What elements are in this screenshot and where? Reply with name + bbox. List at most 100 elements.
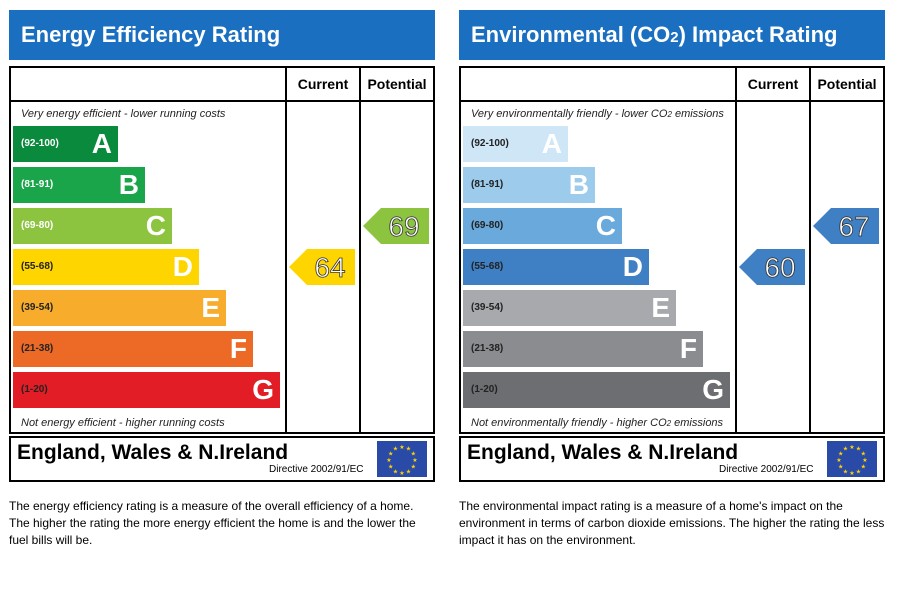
rating-band-f: (21-38) F bbox=[13, 331, 253, 367]
svg-text:★: ★ bbox=[843, 446, 848, 453]
potential-column-header: Potential bbox=[367, 76, 427, 92]
energy-footer: England, Wales & N.Ireland Directive 200… bbox=[9, 436, 435, 482]
column-divider bbox=[809, 68, 811, 432]
svg-text:★: ★ bbox=[843, 468, 848, 475]
band-letter: E bbox=[201, 292, 220, 323]
svg-text:★: ★ bbox=[393, 468, 398, 475]
rating-band-c: (69-80) C bbox=[13, 208, 172, 244]
current-column-header: Current bbox=[297, 76, 349, 92]
rating-arrow-shape bbox=[289, 249, 355, 285]
band-range: (39-54) bbox=[471, 302, 504, 313]
header-divider bbox=[11, 100, 433, 102]
band-letter: C bbox=[145, 210, 166, 241]
rating-band-d: (55-68) D bbox=[13, 249, 199, 285]
svg-text:★: ★ bbox=[836, 457, 841, 464]
band-letter: B bbox=[118, 169, 139, 200]
band-range: (39-54) bbox=[21, 302, 54, 313]
svg-text:★: ★ bbox=[406, 468, 411, 475]
band-range: (1-20) bbox=[21, 384, 48, 395]
svg-text:★: ★ bbox=[399, 444, 404, 451]
band-range: (1-20) bbox=[471, 384, 498, 395]
band-letter: A bbox=[541, 128, 562, 159]
svg-text:★: ★ bbox=[861, 464, 866, 471]
band-range: (55-68) bbox=[471, 261, 504, 272]
rating-value: 60 bbox=[764, 252, 795, 283]
svg-text:★: ★ bbox=[388, 451, 393, 458]
svg-text:★: ★ bbox=[849, 444, 854, 451]
svg-text:★: ★ bbox=[838, 451, 843, 458]
rating-band-f: (21-38) F bbox=[463, 331, 703, 367]
rating-arrow-shape bbox=[739, 249, 805, 285]
environmental-impact-panel: Environmental (CO2) Impact Rating Curren… bbox=[459, 10, 885, 550]
band-range: (21-38) bbox=[471, 343, 504, 354]
svg-text:★: ★ bbox=[406, 446, 411, 453]
rating-band-a: (92-100) A bbox=[13, 126, 118, 162]
co2-footer: England, Wales & N.Ireland Directive 200… bbox=[459, 436, 885, 482]
energy-description: The energy efficiency rating is a measur… bbox=[9, 499, 416, 547]
svg-text:★: ★ bbox=[862, 457, 867, 464]
band-range: (69-80) bbox=[21, 220, 54, 231]
rating-band-d: (55-68) D bbox=[463, 249, 649, 285]
svg-text:★: ★ bbox=[393, 446, 398, 453]
co2-current-marker: 60 bbox=[739, 249, 805, 285]
rating-band-g: (1-20) G bbox=[463, 372, 730, 408]
svg-text:★: ★ bbox=[849, 470, 854, 477]
rating-value: 67 bbox=[838, 211, 869, 242]
co2-potential-marker: 67 bbox=[813, 208, 879, 244]
current-column-header: Current bbox=[747, 76, 799, 92]
energy-current-marker: 64 bbox=[289, 249, 355, 285]
energy-title: Energy Efficiency Rating bbox=[9, 10, 435, 60]
column-divider bbox=[359, 68, 361, 432]
potential-column-header: Potential bbox=[817, 76, 877, 92]
rating-band-c: (69-80) C bbox=[463, 208, 622, 244]
top-note: Very energy efficient - lower running co… bbox=[21, 108, 226, 120]
band-letter: G bbox=[702, 374, 724, 405]
band-range: (21-38) bbox=[21, 343, 54, 354]
column-divider bbox=[735, 68, 737, 432]
band-letter: E bbox=[651, 292, 670, 323]
rating-value: 69 bbox=[388, 211, 419, 242]
co2-title-text: Environmental (CO2) Impact Rating bbox=[471, 22, 838, 47]
band-range: (92-100) bbox=[471, 138, 509, 149]
svg-text:★: ★ bbox=[856, 468, 861, 475]
rating-arrow-shape bbox=[363, 208, 429, 244]
eu-flag-icon: ★ ★★ ★★★ ★★★ ★★★ bbox=[377, 441, 427, 477]
svg-text:★: ★ bbox=[412, 457, 417, 464]
band-letter: D bbox=[172, 251, 193, 282]
band-range: (55-68) bbox=[21, 261, 54, 272]
directive-label: Directive 2002/91/EC bbox=[269, 464, 364, 475]
band-letter: C bbox=[595, 210, 616, 241]
energy-efficiency-panel: Energy Efficiency Rating Current Potenti… bbox=[9, 10, 435, 550]
band-range: (69-80) bbox=[471, 220, 504, 231]
region-label: England, Wales & N.Ireland bbox=[17, 441, 289, 464]
rating-band-b: (81-91) B bbox=[463, 167, 595, 203]
rating-arrow-shape bbox=[813, 208, 879, 244]
svg-text:★: ★ bbox=[399, 470, 404, 477]
rating-band-b: (81-91) B bbox=[13, 167, 145, 203]
band-letter: A bbox=[91, 128, 112, 159]
band-range: (81-91) bbox=[471, 179, 504, 190]
rating-band-e: (39-54) E bbox=[13, 290, 226, 326]
column-divider bbox=[285, 68, 287, 432]
rating-band-g: (1-20) G bbox=[13, 372, 280, 408]
svg-text:★: ★ bbox=[861, 451, 866, 458]
co2-chart-frame: Current Potential Very environmentally f… bbox=[459, 66, 885, 434]
rating-band-a: (92-100) A bbox=[463, 126, 568, 162]
co2-title: Environmental (CO2) Impact Rating bbox=[459, 10, 885, 60]
svg-text:★: ★ bbox=[838, 464, 843, 471]
svg-text:★: ★ bbox=[411, 464, 416, 471]
band-letter: F bbox=[679, 333, 697, 364]
svg-text:★: ★ bbox=[856, 446, 861, 453]
svg-text:★: ★ bbox=[388, 464, 393, 471]
top-note: Very environmentally friendly - lower CO… bbox=[471, 108, 724, 120]
band-range: (81-91) bbox=[21, 179, 54, 190]
band-letter: F bbox=[229, 333, 247, 364]
band-range: (92-100) bbox=[21, 138, 59, 149]
header-divider bbox=[461, 100, 883, 102]
co2-description: The environmental impact rating is a mea… bbox=[459, 499, 885, 547]
rating-band-e: (39-54) E bbox=[463, 290, 676, 326]
energy-chart-frame: Current Potential Very energy efficient … bbox=[9, 66, 435, 434]
bottom-note: Not environmentally friendly - higher CO… bbox=[471, 417, 724, 429]
svg-text:★: ★ bbox=[411, 451, 416, 458]
region-label: England, Wales & N.Ireland bbox=[467, 441, 739, 464]
